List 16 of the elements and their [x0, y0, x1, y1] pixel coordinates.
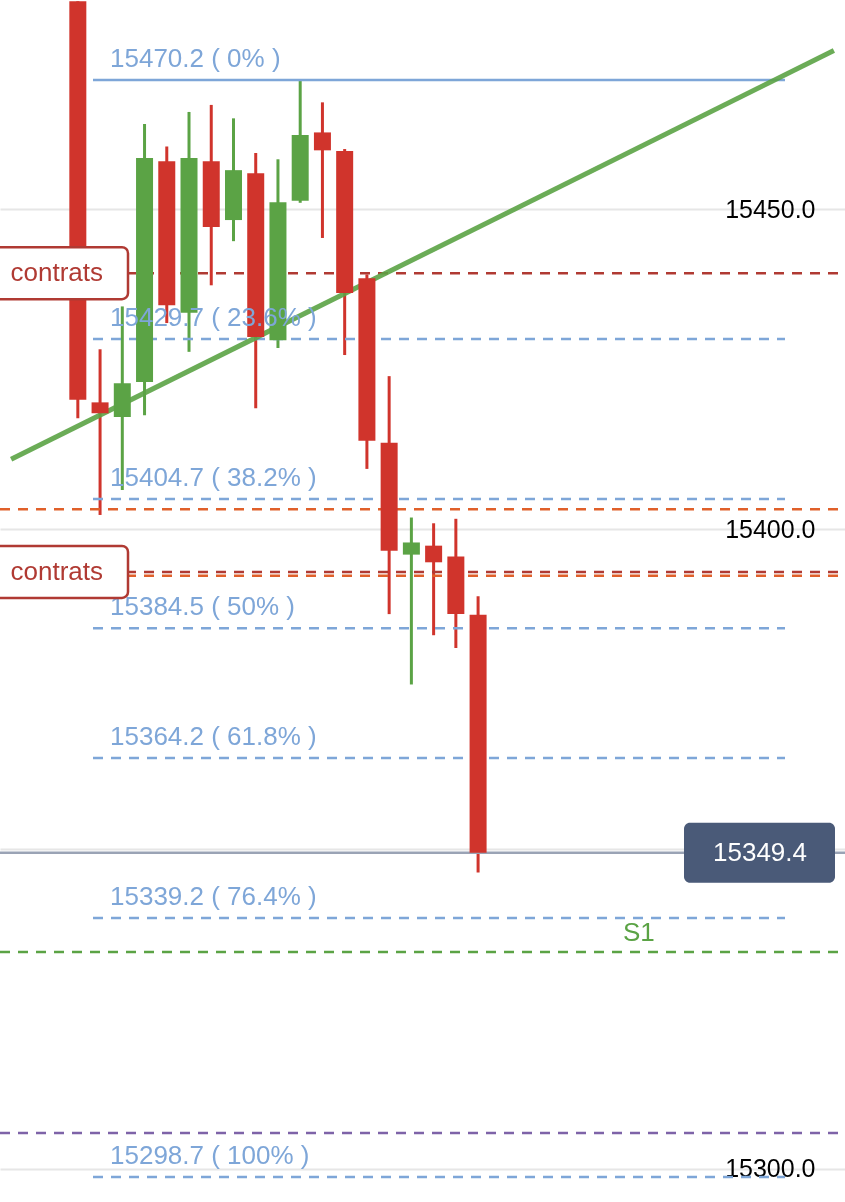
- ref-line-label: 15470.2 ( 0% ): [110, 42, 281, 73]
- ref-line-label: 15298.7 ( 100% ): [110, 1140, 310, 1171]
- ref-line-label: 15364.2 ( 61.8% ): [110, 721, 317, 752]
- ref-line-label: 15339.2 ( 76.4% ): [110, 880, 317, 911]
- candlestick: [313, 102, 331, 238]
- y-tick-label: 15300.0: [725, 1154, 816, 1183]
- ref-line-label: S1: [623, 916, 655, 947]
- candlestick: [425, 523, 443, 637]
- y-tick-label: 15400.0: [725, 514, 816, 543]
- candlestick: [91, 349, 109, 515]
- ref-line-label: 15384.5 ( 50% ): [110, 591, 296, 622]
- ref-line-label: contrats: [10, 257, 103, 288]
- candlestick: [402, 517, 420, 685]
- y-tick-label: 15450.0: [725, 194, 816, 223]
- ref-line-label: 15349.4: [713, 836, 807, 867]
- ref-line-label: contrats: [10, 555, 103, 586]
